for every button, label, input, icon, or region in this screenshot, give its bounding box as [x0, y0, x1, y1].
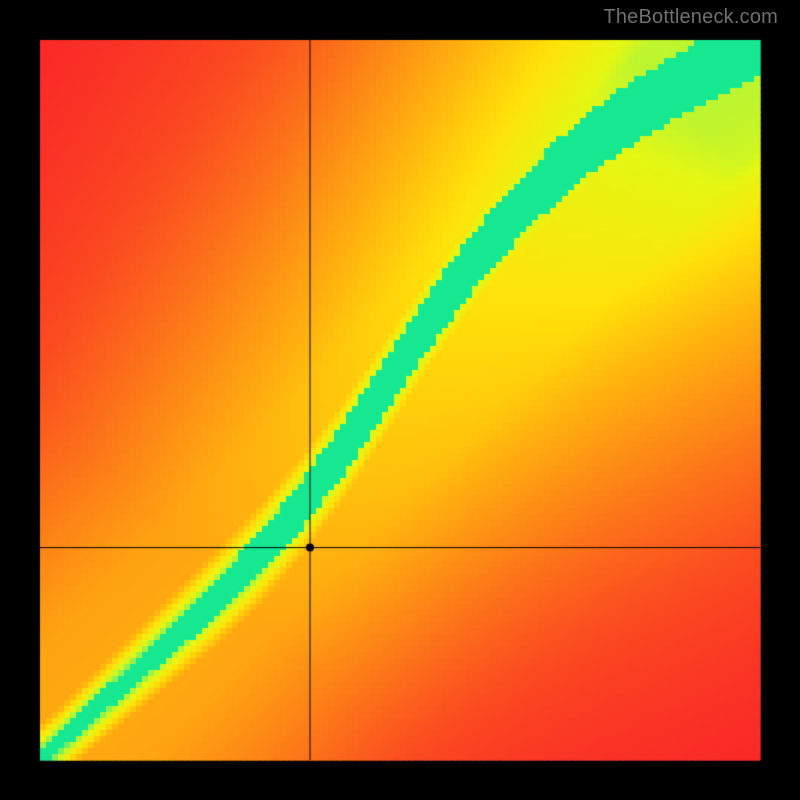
watermark-text: TheBottleneck.com: [603, 6, 778, 29]
bottleneck-heatmap: [0, 0, 800, 800]
